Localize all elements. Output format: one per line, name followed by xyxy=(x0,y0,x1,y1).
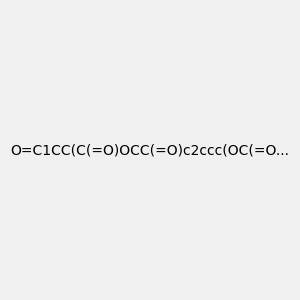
Text: O=C1CC(C(=O)OCC(=O)c2ccc(OC(=O...: O=C1CC(C(=O)OCC(=O)c2ccc(OC(=O... xyxy=(11,143,290,157)
